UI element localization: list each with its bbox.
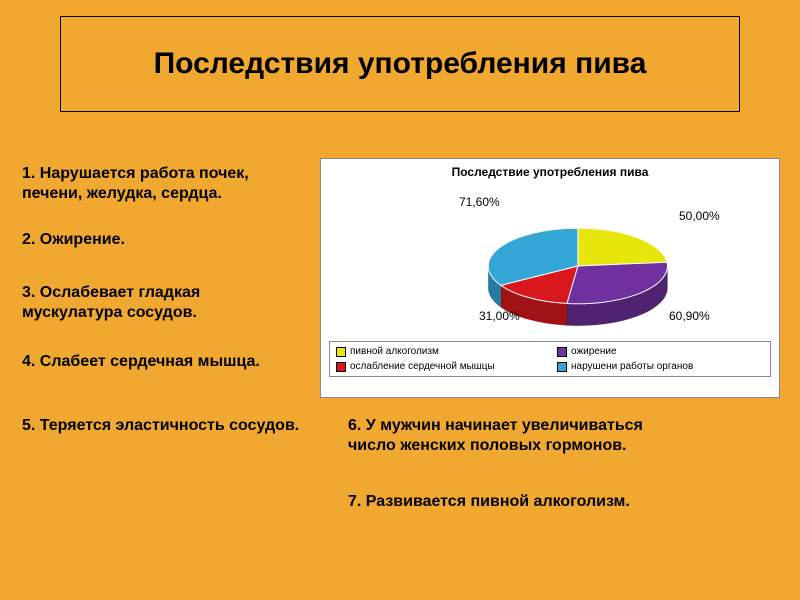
legend-label-2: ожирение	[571, 346, 617, 357]
legend-label-1: пивной алкоголизм	[350, 346, 439, 357]
legend-label-3: ослабление сердечной мышцы	[350, 361, 495, 372]
list-item-5: 5. Теряется эластичность сосудов.	[22, 416, 299, 436]
page-title: Последствия употребления пива	[60, 16, 740, 112]
chart-legend: пивной алкоголизм ожирение ослабление се…	[329, 341, 771, 377]
legend-swatch-4	[557, 362, 567, 372]
data-label-4: 71,60%	[459, 195, 500, 209]
chart-title: Последствие употребления пива	[329, 165, 771, 179]
list-item-1: 1. Нарушается работа почек, печени, желу…	[22, 164, 249, 204]
legend-swatch-3	[336, 362, 346, 372]
data-label-2: 60,90%	[669, 309, 710, 323]
legend-entry-1: пивной алкоголизм	[336, 346, 543, 357]
legend-swatch-1	[336, 347, 346, 357]
list-item-3: 3. Ослабевает гладкая мускулатура сосудо…	[22, 283, 200, 323]
legend-label-4: нарушени работы органов	[571, 361, 693, 372]
list-item-4: 4. Слабеет сердечная мышца.	[22, 352, 260, 372]
data-label-1: 50,00%	[679, 209, 720, 223]
data-label-3: 31,00%	[479, 309, 520, 323]
list-item-2: 2. Ожирение.	[22, 230, 125, 250]
legend-entry-4: нарушени работы органов	[557, 361, 764, 372]
list-item-7: 7. Развивается пивной алкоголизм.	[348, 492, 630, 512]
chart-plot-area: 50,00% 60,90% 31,00% 71,60%	[329, 181, 771, 341]
legend-entry-3: ослабление сердечной мышцы	[336, 361, 543, 372]
list-item-6: 6. У мужчин начинает увеличиваться число…	[348, 416, 643, 456]
legend-swatch-2	[557, 347, 567, 357]
pie-chart-panel: Последствие употребления пива 50,00% 60,…	[320, 158, 780, 398]
legend-entry-2: ожирение	[557, 346, 764, 357]
